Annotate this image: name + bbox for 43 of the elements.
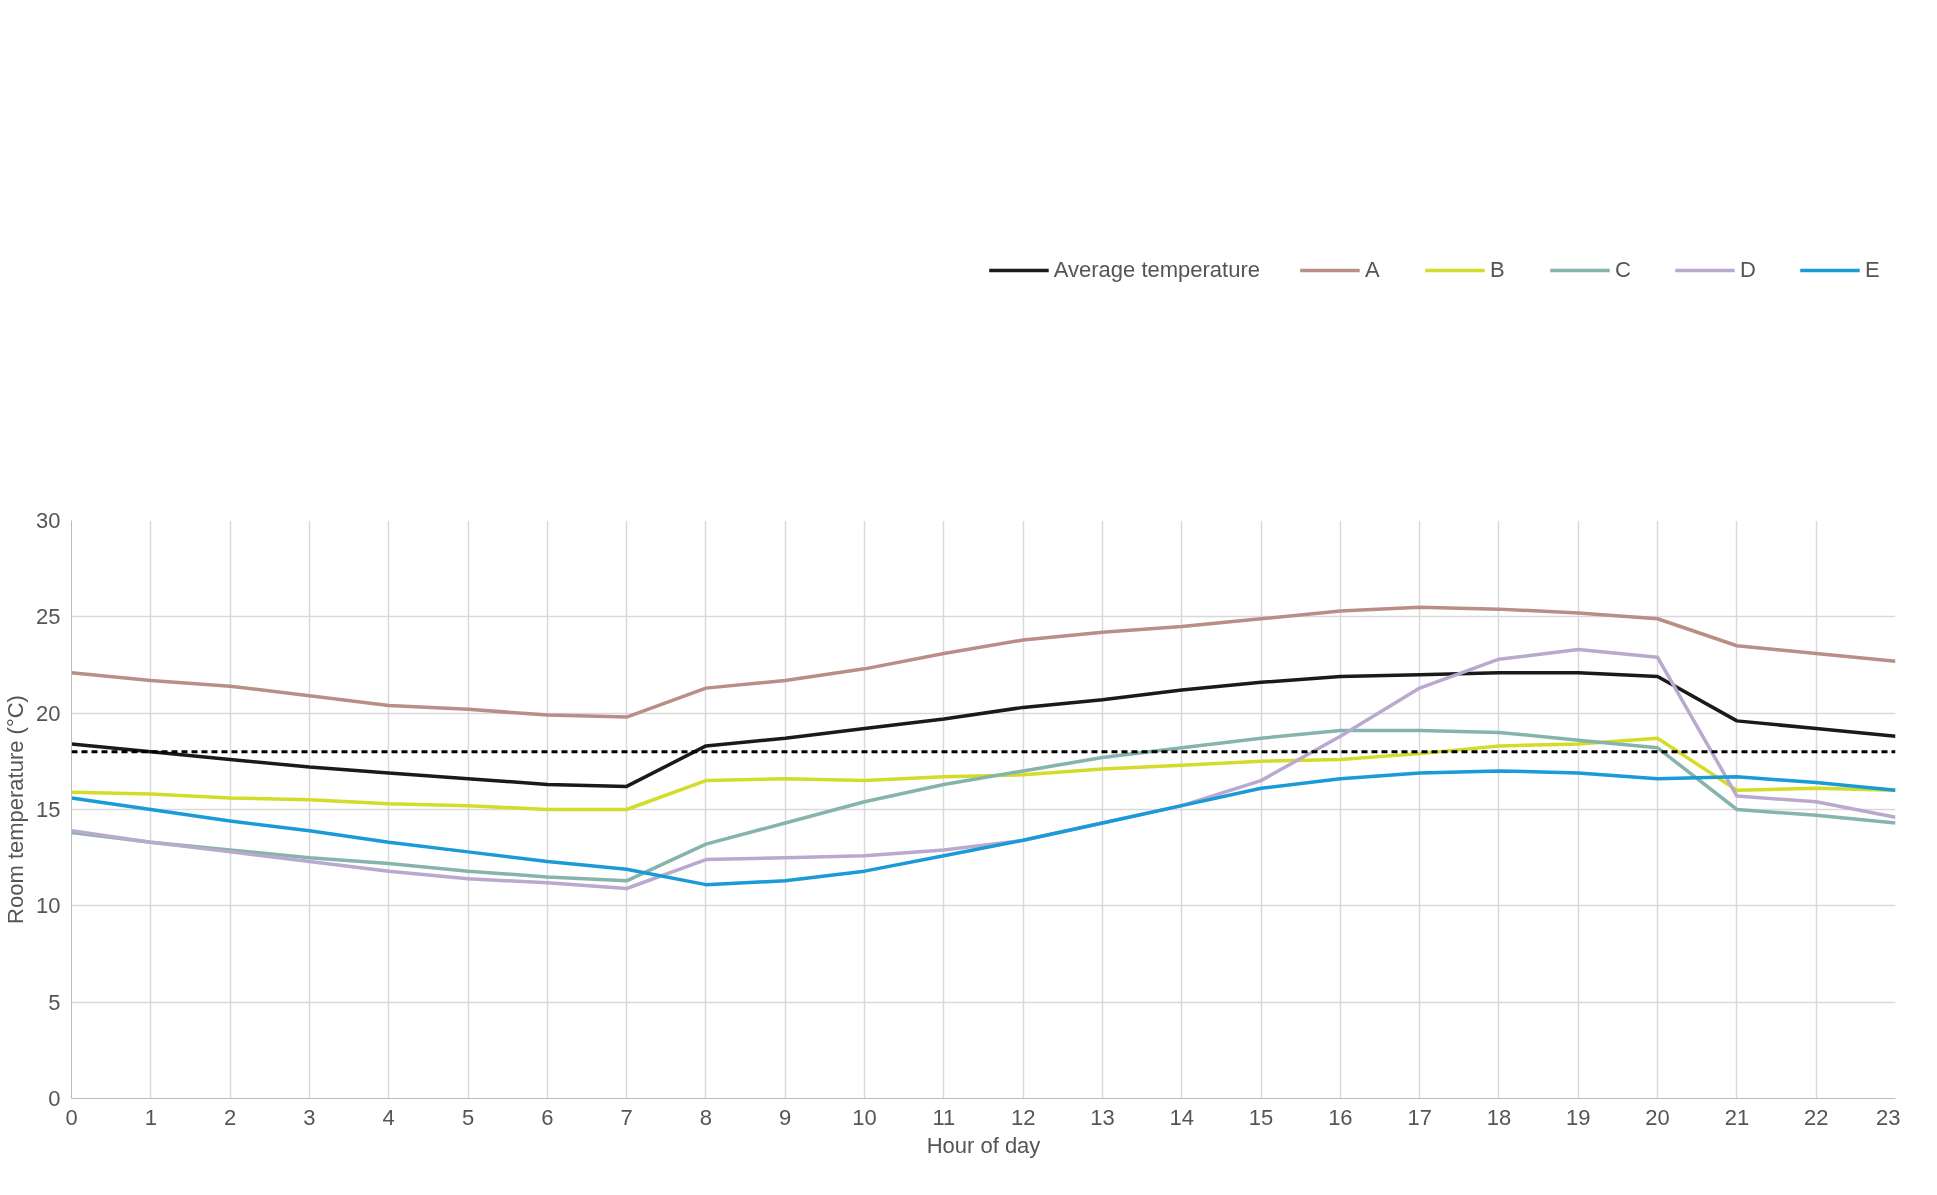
y-tick-label: 5 (48, 989, 61, 1015)
x-tick-label: 4 (382, 1104, 395, 1130)
x-tick-label: 17 (1407, 1104, 1432, 1130)
x-tick-label: 7 (620, 1104, 633, 1130)
legend-label: Average temperature (1053, 257, 1260, 283)
y-tick-label: 10 (36, 893, 61, 919)
line-series (71, 605, 1896, 719)
x-tick-label: 2 (223, 1104, 237, 1130)
x-tick-label: 19 (1566, 1104, 1591, 1130)
x-tick-label: 21 (1724, 1104, 1750, 1130)
legend-label: E (1865, 257, 1881, 283)
x-tick-label: 18 (1486, 1104, 1512, 1130)
x-tick-label: 1 (144, 1104, 157, 1130)
x-tick-label: 0 (65, 1104, 78, 1130)
x-tick-label: 8 (699, 1104, 713, 1130)
x-tick-label: 15 (1248, 1104, 1274, 1130)
legend-label: C (1615, 257, 1632, 283)
legend-label: A (1365, 257, 1381, 283)
x-tick-label: 6 (541, 1104, 554, 1130)
y-tick-label: 15 (36, 797, 61, 822)
y-tick-label: 20 (36, 700, 61, 726)
y-tick-label: 25 (36, 604, 61, 630)
x-tick-label: 22 (1803, 1104, 1829, 1130)
y-tick-label: 0 (48, 1086, 61, 1111)
y-axis-title: Room temperature (°C) (3, 695, 29, 924)
line-series (71, 769, 1896, 887)
x-tick-label: 9 (779, 1104, 792, 1130)
line-series (71, 728, 1896, 883)
x-tick-label: 20 (1645, 1104, 1670, 1130)
x-tick-label: 3 (303, 1104, 316, 1130)
legend-label: B (1490, 257, 1506, 283)
x-tick-label: 11 (932, 1104, 956, 1130)
y-tick-label: 30 (36, 508, 61, 533)
legend-label: D (1740, 257, 1757, 283)
x-tick-label: 14 (1169, 1104, 1195, 1130)
x-tick-label: 5 (461, 1104, 475, 1130)
x-tick-label: 13 (1090, 1104, 1115, 1130)
line-series (71, 670, 1896, 789)
x-tick-label: 16 (1328, 1104, 1353, 1130)
x-tick-label: 12 (1010, 1104, 1036, 1130)
x-tick-label: 23 (1876, 1104, 1901, 1130)
x-tick-label: 10 (852, 1104, 877, 1130)
x-axis-title: Hour of day (926, 1132, 1041, 1158)
